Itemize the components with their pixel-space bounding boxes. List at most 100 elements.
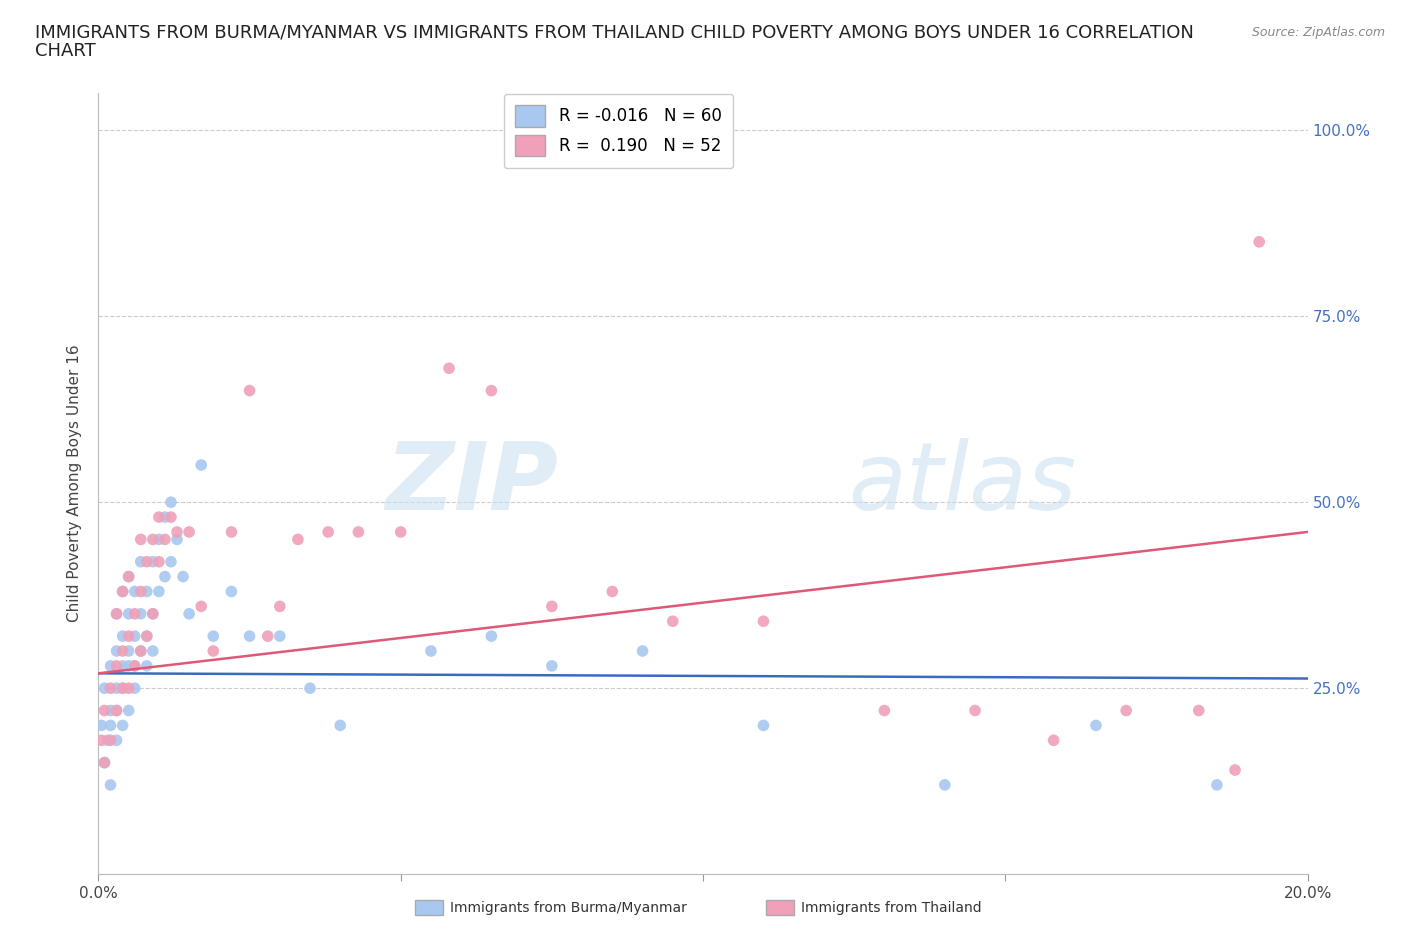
Point bbox=[135, 629, 157, 644]
Point bbox=[1115, 703, 1137, 718]
Point bbox=[437, 361, 460, 376]
Point bbox=[752, 614, 775, 629]
Point bbox=[153, 510, 176, 525]
Legend: R = -0.016   N = 60, R =  0.190   N = 52: R = -0.016 N = 60, R = 0.190 N = 52 bbox=[503, 94, 733, 168]
Point bbox=[129, 644, 152, 658]
Point bbox=[873, 703, 896, 718]
Point bbox=[179, 525, 201, 539]
Point bbox=[96, 733, 118, 748]
Point bbox=[118, 703, 141, 718]
Y-axis label: Child Poverty Among Boys Under 16: Child Poverty Among Boys Under 16 bbox=[67, 345, 83, 622]
Point bbox=[105, 644, 128, 658]
Point bbox=[129, 532, 152, 547]
Point bbox=[481, 629, 503, 644]
Point bbox=[93, 755, 115, 770]
Point bbox=[142, 532, 165, 547]
Point bbox=[111, 681, 134, 696]
Point bbox=[124, 658, 146, 673]
Point bbox=[221, 584, 243, 599]
Point bbox=[105, 703, 128, 718]
Point bbox=[179, 606, 201, 621]
Point bbox=[135, 554, 157, 569]
Point bbox=[124, 658, 146, 673]
Point bbox=[481, 383, 503, 398]
Point bbox=[160, 495, 183, 510]
Point bbox=[934, 777, 956, 792]
Point bbox=[135, 629, 157, 644]
Point bbox=[118, 569, 141, 584]
Point bbox=[287, 532, 309, 547]
Point bbox=[256, 629, 278, 644]
Point bbox=[239, 629, 262, 644]
Point bbox=[129, 606, 152, 621]
Point bbox=[105, 681, 128, 696]
Point bbox=[135, 658, 157, 673]
Point bbox=[347, 525, 370, 539]
Point bbox=[540, 658, 562, 673]
Point bbox=[118, 681, 141, 696]
Point bbox=[105, 733, 128, 748]
Point bbox=[148, 584, 170, 599]
Point bbox=[105, 606, 128, 621]
Point bbox=[190, 599, 212, 614]
Point bbox=[100, 681, 122, 696]
Point bbox=[111, 644, 134, 658]
Point bbox=[93, 681, 115, 696]
Point bbox=[202, 644, 225, 658]
Point bbox=[752, 718, 775, 733]
Point bbox=[221, 525, 243, 539]
Point bbox=[93, 703, 115, 718]
Point bbox=[111, 658, 134, 673]
Point bbox=[100, 703, 122, 718]
Point bbox=[166, 532, 188, 547]
Point bbox=[160, 554, 183, 569]
Point bbox=[148, 554, 170, 569]
Point bbox=[142, 606, 165, 621]
Text: Immigrants from Thailand: Immigrants from Thailand bbox=[801, 900, 981, 915]
Point bbox=[148, 532, 170, 547]
Point bbox=[118, 569, 141, 584]
Text: atlas: atlas bbox=[848, 438, 1077, 529]
Point bbox=[118, 658, 141, 673]
Point bbox=[129, 584, 152, 599]
Point bbox=[1188, 703, 1211, 718]
Point bbox=[111, 584, 134, 599]
Point bbox=[111, 718, 134, 733]
Point bbox=[1223, 763, 1246, 777]
Point bbox=[1042, 733, 1064, 748]
Text: Source: ZipAtlas.com: Source: ZipAtlas.com bbox=[1251, 26, 1385, 39]
Point bbox=[118, 629, 141, 644]
Point bbox=[1206, 777, 1229, 792]
Text: CHART: CHART bbox=[35, 42, 96, 60]
Point bbox=[124, 629, 146, 644]
Point bbox=[118, 644, 141, 658]
Point bbox=[172, 569, 194, 584]
Point bbox=[166, 525, 188, 539]
Point bbox=[111, 629, 134, 644]
Point bbox=[100, 733, 122, 748]
Point bbox=[540, 599, 562, 614]
Point bbox=[269, 629, 291, 644]
Point bbox=[100, 718, 122, 733]
Point bbox=[129, 554, 152, 569]
Point bbox=[100, 658, 122, 673]
Point bbox=[329, 718, 352, 733]
Point bbox=[389, 525, 412, 539]
Point bbox=[129, 644, 152, 658]
Point bbox=[90, 718, 112, 733]
Point bbox=[118, 606, 141, 621]
Point bbox=[124, 681, 146, 696]
Point bbox=[1085, 718, 1108, 733]
Point bbox=[105, 658, 128, 673]
Point bbox=[420, 644, 443, 658]
Text: IMMIGRANTS FROM BURMA/MYANMAR VS IMMIGRANTS FROM THAILAND CHILD POVERTY AMONG BO: IMMIGRANTS FROM BURMA/MYANMAR VS IMMIGRA… bbox=[35, 23, 1194, 41]
Point bbox=[965, 703, 987, 718]
Point bbox=[316, 525, 339, 539]
Point bbox=[142, 554, 165, 569]
Point bbox=[105, 703, 128, 718]
Point bbox=[100, 777, 122, 792]
Point bbox=[299, 681, 322, 696]
Point bbox=[239, 383, 262, 398]
Point bbox=[93, 755, 115, 770]
Point bbox=[202, 629, 225, 644]
